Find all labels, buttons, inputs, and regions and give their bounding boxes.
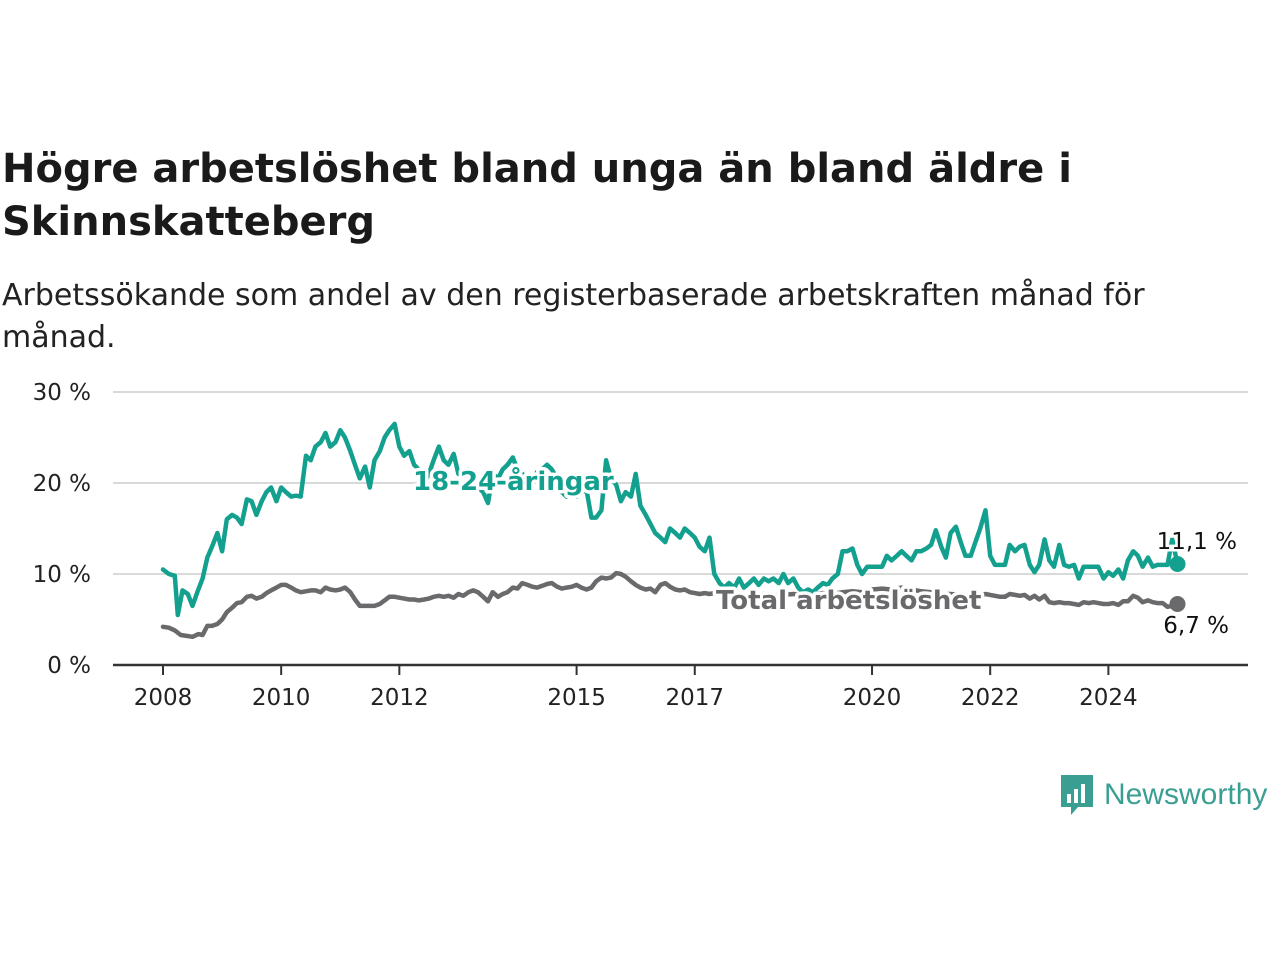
series-name-label-youth: 18-24-åringar (413, 465, 614, 497)
series-line-total (160, 570, 1180, 640)
x-tick-label: 2008 (134, 685, 193, 711)
series-endpoint-total (1169, 596, 1186, 613)
x-tick-label: 2024 (1079, 685, 1138, 711)
x-tick-label: 2015 (547, 685, 606, 711)
bar-chart-speech-bubble-icon (1061, 775, 1093, 815)
x-tick-label: 2010 (252, 685, 311, 711)
x-axis: 2008 2010 2012 2015 2017 2020 2022 2024 (113, 663, 1248, 711)
gridlines (113, 391, 1248, 575)
series-labels: 18-24-åringar Total arbetslöshet 11,1 % 6,7… (410, 462, 1240, 642)
chart-subtitle: Arbetssökande som andel av den registerb… (2, 278, 1145, 355)
y-tick-label: 10 % (33, 562, 91, 588)
y-axis: 0 % 10 % 20 % 30 % (33, 380, 91, 679)
y-tick-label: 20 % (33, 471, 91, 497)
brand-name: Newsworthy (1104, 778, 1268, 811)
y-tick-label: 30 % (33, 380, 91, 406)
x-tick-label: 2020 (843, 685, 902, 711)
chart-title: Högre arbetslöshet bland unga än bland ä… (2, 146, 1072, 245)
end-value-label-youth: 11,1 % (1157, 529, 1237, 555)
series-line-youth (160, 421, 1180, 618)
y-tick-label: 0 % (47, 653, 91, 679)
newsworthy-logo[interactable]: Newsworthy (1058, 772, 1267, 818)
x-tick-label: 2017 (665, 685, 724, 711)
x-tick-label: 2022 (961, 685, 1020, 711)
end-value-label-total: 6,7 % (1163, 613, 1229, 639)
x-tick-label: 2012 (370, 685, 429, 711)
series-name-label-total: Total arbetslöshet (716, 586, 981, 616)
series-lines (160, 421, 1186, 640)
series-endpoint-youth (1169, 555, 1186, 572)
